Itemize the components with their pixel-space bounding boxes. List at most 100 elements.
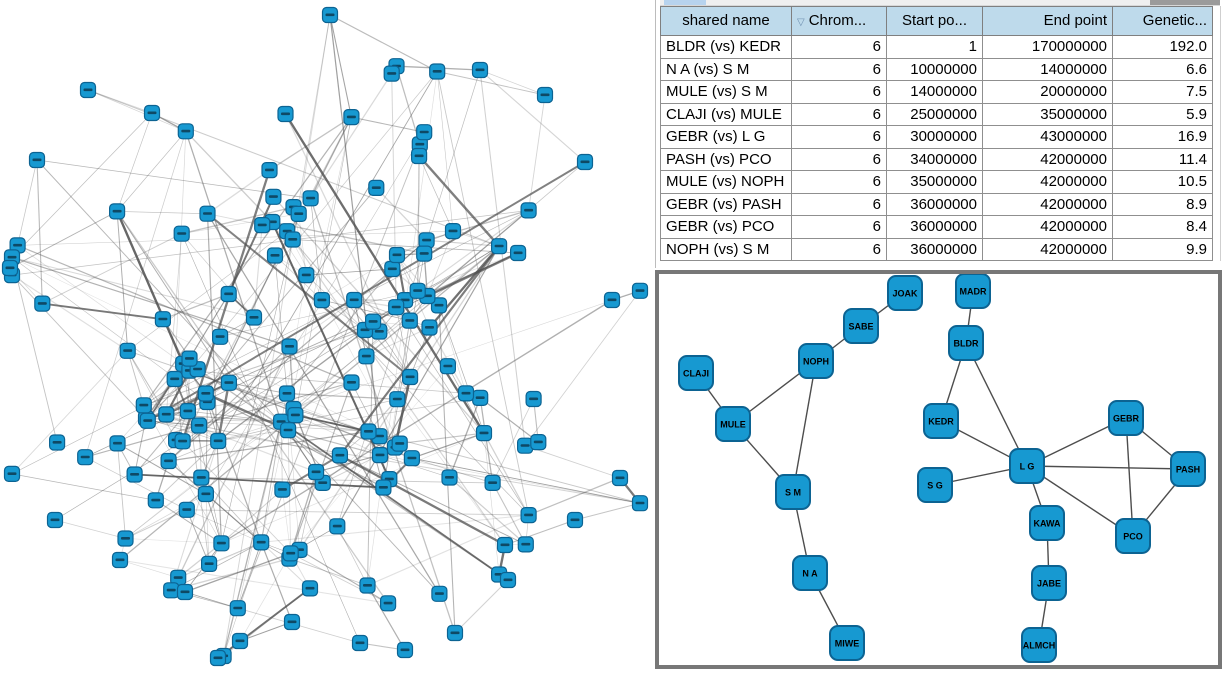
table-cell[interactable]: 6 [792, 239, 887, 262]
table-cell[interactable]: 5.9 [1113, 104, 1213, 127]
network-node[interactable] [127, 467, 142, 482]
table-cell[interactable]: 192.0 [1113, 36, 1213, 59]
network-node[interactable] [417, 125, 432, 140]
network-node[interactable] [605, 293, 620, 308]
network-node[interactable] [198, 487, 213, 502]
network-node[interactable] [376, 480, 391, 495]
network-node[interactable] [266, 189, 281, 204]
network-node[interactable] [48, 513, 63, 528]
table-cell[interactable]: MULE (vs) S M [660, 81, 792, 104]
network-node[interactable] [432, 586, 447, 601]
network-node[interactable] [280, 386, 295, 401]
network-node[interactable] [511, 246, 526, 261]
network-node[interactable] [161, 454, 176, 469]
network-node[interactable] [275, 482, 290, 497]
network-node[interactable] [5, 466, 20, 481]
table-cell[interactable]: GEBR (vs) L G [660, 126, 792, 149]
network-node-MIWE[interactable]: MIWE [830, 626, 864, 660]
table-cell[interactable]: 6 [792, 194, 887, 217]
network-node[interactable] [359, 349, 374, 364]
network-node[interactable] [81, 83, 96, 98]
network-node[interactable] [410, 283, 425, 298]
network-node[interactable] [110, 436, 125, 451]
network-node[interactable] [192, 418, 207, 433]
network-node[interactable] [384, 66, 399, 81]
network-node[interactable] [521, 203, 536, 218]
network-node[interactable] [179, 502, 194, 517]
network-node[interactable] [262, 163, 277, 178]
table-cell[interactable]: 6 [792, 126, 887, 149]
network-node[interactable] [440, 359, 455, 374]
network-node[interactable] [50, 435, 65, 450]
network-node[interactable] [402, 313, 417, 328]
network-node[interactable] [473, 63, 488, 78]
table-cell[interactable]: CLAJI (vs) MULE [660, 104, 792, 127]
network-node[interactable] [268, 248, 283, 263]
network-node-SABE[interactable]: SABE [844, 309, 878, 343]
network-node[interactable] [283, 546, 298, 561]
network-node[interactable] [403, 370, 418, 385]
network-node[interactable] [198, 386, 213, 401]
network-node[interactable] [360, 578, 375, 593]
table-cell[interactable]: 6 [792, 104, 887, 127]
table-cell[interactable]: 30000000 [887, 126, 983, 149]
network-node[interactable] [247, 310, 262, 325]
network-node[interactable] [459, 386, 474, 401]
network-node[interactable] [255, 218, 270, 233]
table-cell[interactable]: 42000000 [983, 194, 1113, 217]
filter-icon[interactable]: ▽ [797, 17, 805, 28]
network-node[interactable] [214, 536, 229, 551]
column-header-end-point[interactable]: End point [983, 6, 1113, 36]
table-cell[interactable]: NOPH (vs) S M [660, 239, 792, 262]
table-cell[interactable]: 42000000 [983, 216, 1113, 239]
scrollbar-thumb[interactable] [664, 0, 706, 5]
column-header-genetic[interactable]: Genetic... [1113, 6, 1213, 36]
network-node[interactable] [578, 155, 593, 170]
table-cell[interactable]: 1 [887, 36, 983, 59]
network-node[interactable] [175, 434, 190, 449]
network-node[interactable] [202, 556, 217, 571]
network-node[interactable] [568, 513, 583, 528]
network-node[interactable] [518, 537, 533, 552]
network-node[interactable] [145, 106, 160, 121]
network-node[interactable] [299, 268, 314, 283]
table-cell[interactable]: 8.9 [1113, 194, 1213, 217]
network-node[interactable] [398, 643, 413, 658]
network-node[interactable] [389, 300, 404, 315]
network-node-KAWA[interactable]: KAWA [1030, 506, 1064, 540]
network-node-JOAK[interactable]: JOAK [888, 276, 922, 310]
network-node[interactable] [633, 496, 648, 511]
network-node[interactable] [180, 404, 195, 419]
network-node[interactable] [521, 508, 536, 523]
network-node[interactable] [30, 153, 45, 168]
network-node[interactable] [442, 470, 457, 485]
network-node[interactable] [485, 475, 500, 490]
network-node[interactable] [221, 375, 236, 390]
table-cell[interactable]: 10.5 [1113, 171, 1213, 194]
network-node[interactable] [477, 426, 492, 441]
network-node[interactable] [194, 470, 209, 485]
network-node[interactable] [323, 8, 338, 23]
table-cell[interactable]: 6 [792, 36, 887, 59]
network-node[interactable] [347, 293, 362, 308]
network-node-PASH[interactable]: PASH [1171, 452, 1205, 486]
main-network-view[interactable] [0, 0, 652, 669]
network-node-MADR[interactable]: MADR [956, 274, 990, 308]
table-cell[interactable]: 14000000 [887, 81, 983, 104]
network-node[interactable] [140, 413, 155, 428]
network-node[interactable] [282, 339, 297, 354]
network-node[interactable] [3, 261, 18, 276]
table-cell[interactable]: N A (vs) S M [660, 59, 792, 82]
table-cell[interactable]: 36000000 [887, 216, 983, 239]
network-node[interactable] [303, 581, 318, 596]
table-cell[interactable]: 35000000 [887, 171, 983, 194]
network-node[interactable] [613, 471, 628, 486]
network-node[interactable] [35, 296, 50, 311]
